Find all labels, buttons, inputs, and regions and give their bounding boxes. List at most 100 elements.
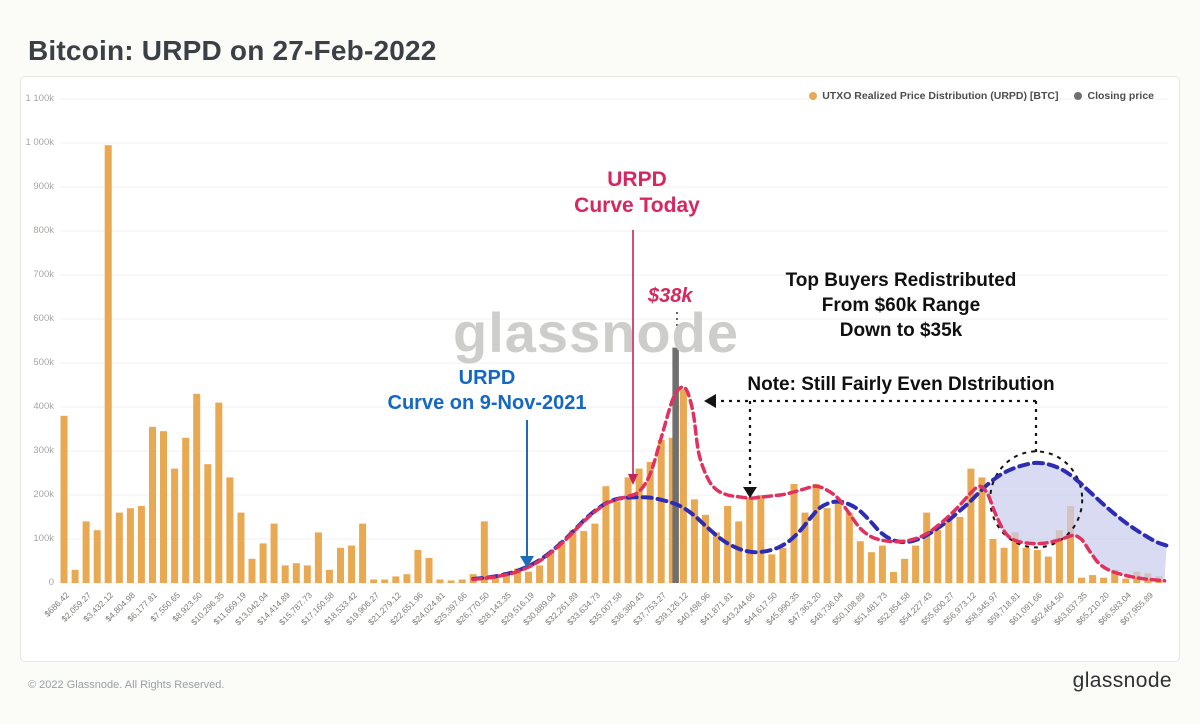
urpd-bar[interactable] xyxy=(757,495,765,583)
urpd-bar[interactable] xyxy=(1055,530,1063,583)
urpd-bar[interactable] xyxy=(71,569,79,583)
urpd-bar[interactable] xyxy=(137,506,145,583)
urpd-bar[interactable] xyxy=(447,580,455,584)
urpd-bar[interactable] xyxy=(104,145,112,583)
urpd-bar[interactable] xyxy=(735,521,743,583)
urpd-bar[interactable] xyxy=(381,579,389,584)
urpd-bar[interactable] xyxy=(403,574,411,583)
urpd-bar[interactable] xyxy=(93,530,101,583)
urpd-bar[interactable] xyxy=(624,477,632,583)
urpd-bar[interactable] xyxy=(480,521,488,583)
urpd-bar[interactable] xyxy=(657,440,665,583)
urpd-bar[interactable] xyxy=(823,508,831,583)
urpd-bar[interactable] xyxy=(171,468,179,583)
urpd-bar[interactable] xyxy=(790,484,798,583)
urpd-bar[interactable] xyxy=(514,568,521,584)
urpd-bar[interactable] xyxy=(458,579,466,584)
urpd-bar[interactable] xyxy=(856,541,864,583)
urpd-bar[interactable] xyxy=(281,565,289,583)
urpd-bar[interactable] xyxy=(845,512,853,583)
urpd-bar[interactable] xyxy=(956,517,964,583)
urpd-bar[interactable] xyxy=(149,426,156,583)
urpd-bar[interactable] xyxy=(679,389,687,583)
urpd-bar[interactable] xyxy=(536,565,544,583)
urpd-bar[interactable] xyxy=(303,565,311,583)
urpd-bar[interactable] xyxy=(270,523,278,583)
urpd-bar[interactable] xyxy=(547,552,555,583)
urpd-bar[interactable] xyxy=(1100,577,1108,583)
urpd-bar[interactable] xyxy=(591,523,599,583)
urpd-bar[interactable] xyxy=(558,541,566,583)
urpd-bar[interactable] xyxy=(237,512,245,583)
urpd-bar[interactable] xyxy=(525,571,532,583)
urpd-bar[interactable] xyxy=(635,468,643,583)
urpd-bar[interactable] xyxy=(923,512,931,583)
urpd-bar[interactable] xyxy=(215,402,223,583)
legend-item-urpd[interactable]: UTXO Realized Price Distribution (URPD) … xyxy=(809,90,1058,102)
urpd-bar[interactable] xyxy=(1033,550,1041,583)
urpd-bar[interactable] xyxy=(1022,547,1030,583)
urpd-bar[interactable] xyxy=(491,577,499,583)
urpd-bar[interactable] xyxy=(193,393,201,583)
urpd-bar[interactable] xyxy=(646,462,654,583)
urpd-bar[interactable] xyxy=(945,517,953,583)
urpd-bar[interactable] xyxy=(1122,578,1130,583)
urpd-bar[interactable] xyxy=(414,550,422,583)
urpd-bar[interactable] xyxy=(259,543,267,583)
urpd-bar[interactable] xyxy=(978,477,986,583)
urpd-bar[interactable] xyxy=(392,576,400,583)
urpd-bar[interactable] xyxy=(602,486,610,583)
urpd-bar[interactable] xyxy=(359,523,367,583)
glassnode-logo[interactable]: glassnode xyxy=(1072,669,1172,692)
urpd-bar[interactable] xyxy=(204,464,212,583)
urpd-bar[interactable] xyxy=(967,468,975,583)
urpd-bar[interactable] xyxy=(1067,506,1074,583)
urpd-bar[interactable] xyxy=(801,512,809,583)
urpd-bar[interactable] xyxy=(580,531,588,583)
urpd-bar[interactable] xyxy=(370,579,378,584)
urpd-bar[interactable] xyxy=(348,545,356,583)
urpd-bar[interactable] xyxy=(314,532,322,583)
urpd-bar[interactable] xyxy=(226,477,234,583)
urpd-bar[interactable] xyxy=(126,508,134,583)
urpd-bar[interactable] xyxy=(746,497,754,583)
urpd-bar[interactable] xyxy=(115,512,123,583)
urpd-bar[interactable] xyxy=(1044,556,1052,583)
urpd-curve-today[interactable] xyxy=(471,385,1167,583)
urpd-bar[interactable] xyxy=(1000,547,1008,583)
urpd-bar[interactable] xyxy=(989,539,997,583)
urpd-bar[interactable] xyxy=(834,499,842,583)
urpd-bar[interactable] xyxy=(668,437,676,583)
urpd-bar[interactable] xyxy=(890,572,897,583)
urpd-bar[interactable] xyxy=(912,545,920,583)
urpd-bar[interactable] xyxy=(878,545,886,583)
urpd-bar[interactable] xyxy=(768,554,776,583)
urpd-bar[interactable] xyxy=(934,530,942,583)
urpd-bar[interactable] xyxy=(1011,532,1019,583)
urpd-bar[interactable] xyxy=(690,499,698,583)
urpd-bar[interactable] xyxy=(337,547,344,583)
urpd-bar[interactable] xyxy=(182,437,190,583)
urpd-bar[interactable] xyxy=(248,558,256,583)
urpd-bar[interactable] xyxy=(1078,577,1085,583)
urpd-bar[interactable] xyxy=(713,532,720,583)
urpd-bar[interactable] xyxy=(702,514,709,583)
urpd-bar[interactable] xyxy=(867,552,875,583)
urpd-bar[interactable] xyxy=(425,557,433,583)
urpd-bar[interactable] xyxy=(812,484,820,583)
legend-item-closing[interactable]: Closing price xyxy=(1074,90,1154,102)
urpd-bar[interactable] xyxy=(160,431,167,583)
urpd-bar[interactable] xyxy=(569,530,577,583)
urpd-bar[interactable] xyxy=(292,563,300,583)
urpd-bar[interactable] xyxy=(436,579,444,584)
urpd-bar[interactable] xyxy=(1111,569,1119,583)
urpd-bar[interactable] xyxy=(325,569,333,583)
closing-price-bar[interactable] xyxy=(672,347,679,583)
urpd-bar[interactable] xyxy=(60,415,68,583)
urpd-bar[interactable] xyxy=(779,547,787,583)
urpd-bar[interactable] xyxy=(82,521,90,583)
urpd-bar[interactable] xyxy=(901,558,909,583)
urpd-bar[interactable] xyxy=(613,501,621,583)
urpd-bar[interactable] xyxy=(1089,575,1097,583)
urpd-bar[interactable] xyxy=(502,572,510,583)
